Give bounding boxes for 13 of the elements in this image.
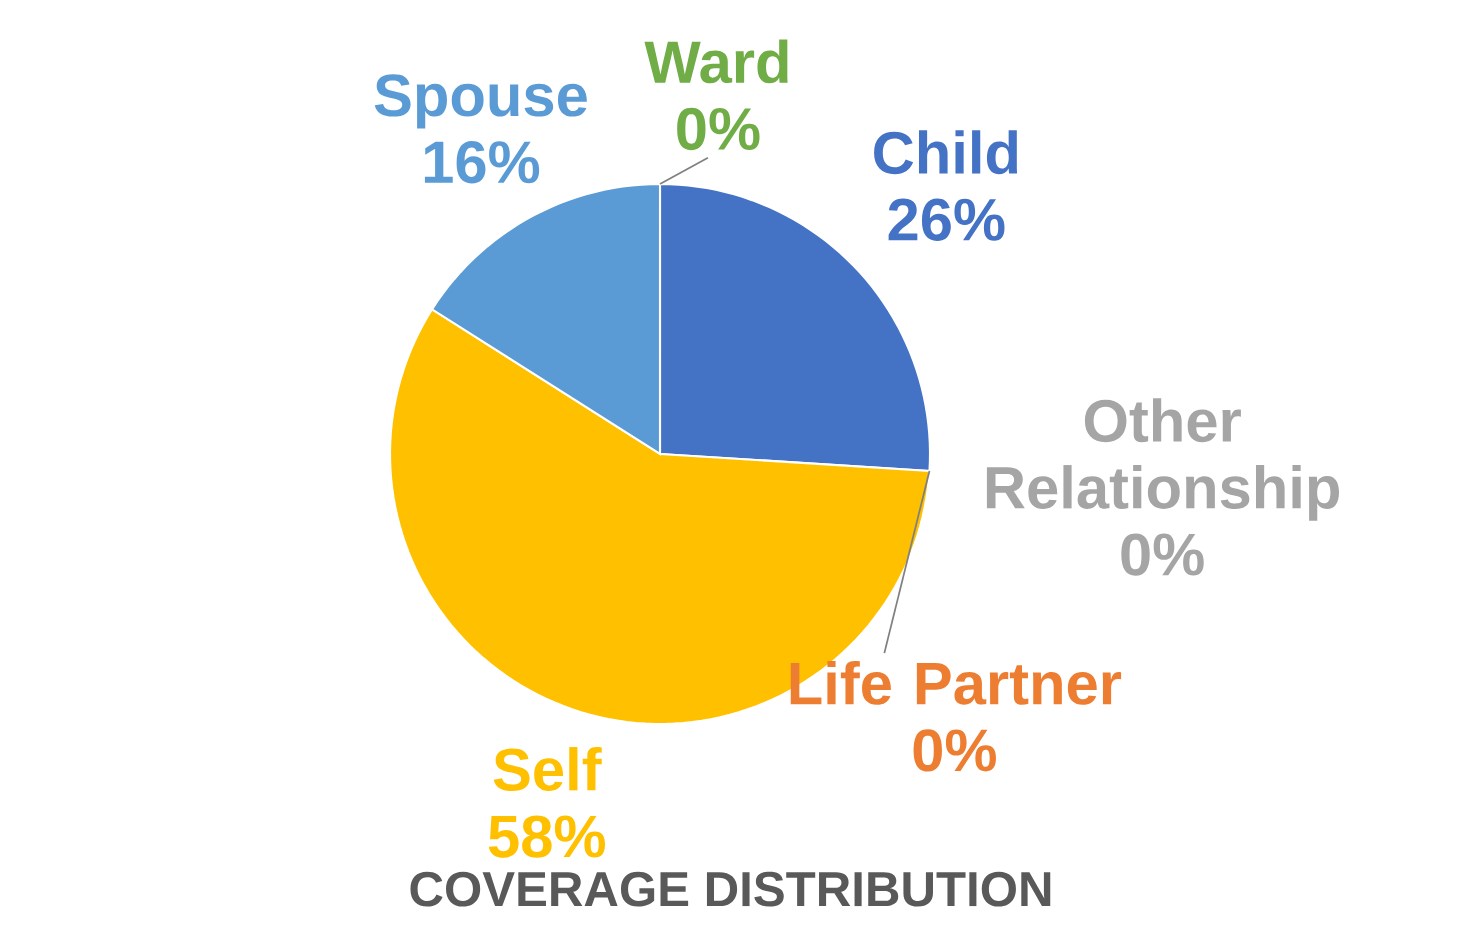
data-label: 16%: [424, 141, 540, 184]
category-label: Ward: [644, 39, 788, 84]
text: COVERAGE DISTRIBUTION: [410, 871, 1051, 907]
category-label: Life Partner: [790, 660, 1122, 705]
data-label: 26%: [888, 198, 1005, 241]
text: 0%: [677, 107, 760, 151]
data-label: 58%: [488, 815, 605, 858]
slice-label: Spouse: [374, 74, 587, 129]
text: 0%: [1121, 533, 1204, 576]
text: 0%: [913, 729, 996, 772]
slice-label: Child: [874, 130, 1018, 175]
category-label: Other Relationship: [986, 398, 1339, 521]
slice-label: Self: [493, 747, 602, 791]
